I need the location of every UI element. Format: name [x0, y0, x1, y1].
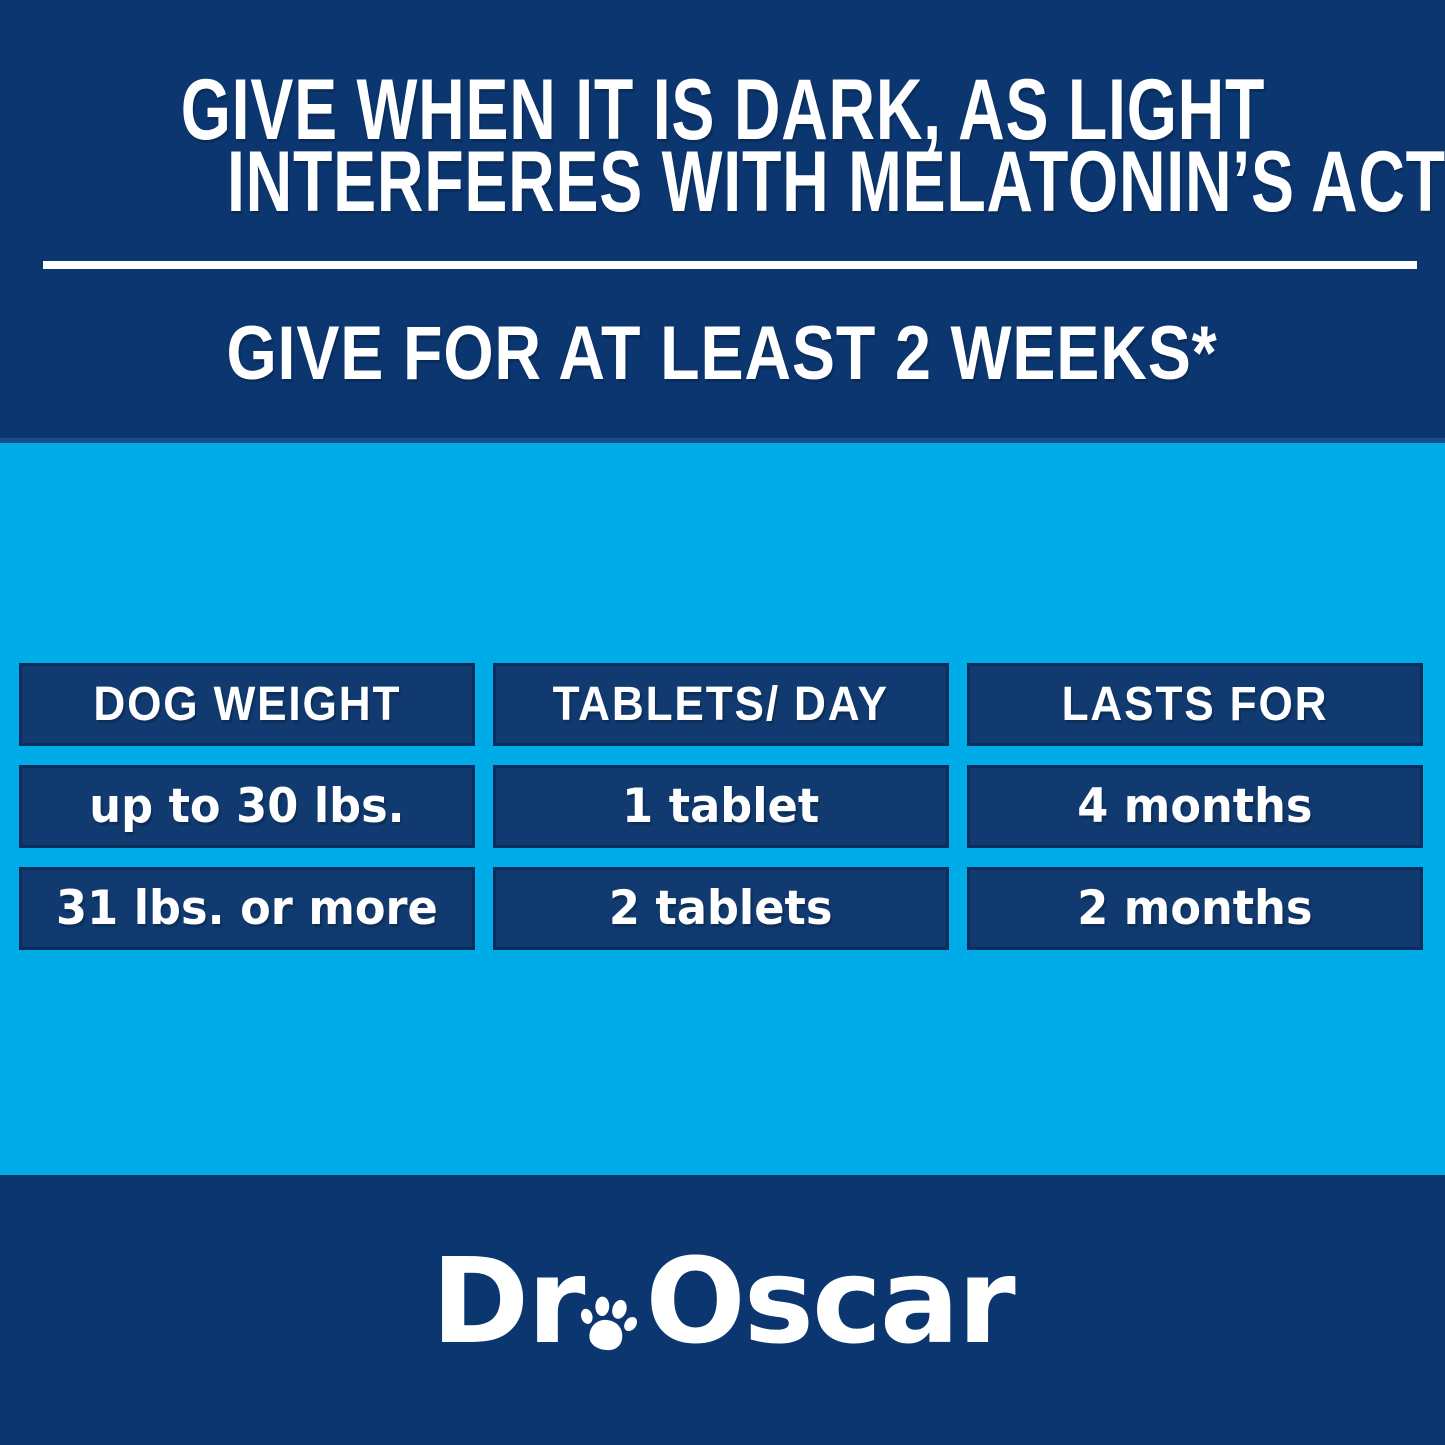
brand-suffix: Oscar [645, 1232, 1015, 1370]
table-cell-weight-row2: 31 lbs. or more [19, 867, 475, 950]
column-header-dog-weight: DOG WEIGHT [19, 663, 475, 746]
paw-icon [581, 1296, 638, 1351]
brand-logo: Dr Oscar [431, 1232, 1015, 1370]
table-cell-tablets-row2: 2 tablets [493, 867, 949, 950]
bottom-banner: Dr Oscar [0, 1175, 1445, 1445]
main-heading-line2: INTERFERES WITH MELATONIN’S ACTION* [226, 134, 1445, 230]
table-cell-weight-row1: up to 30 lbs. [19, 765, 475, 848]
column-header-tablets-per-day: TABLETS/ DAY [493, 663, 949, 746]
brand-prefix: Dr [431, 1232, 585, 1370]
table-cell-lasts-row2: 2 months [967, 867, 1423, 950]
main-heading: GIVE WHEN IT IS DARK, AS LIGHT INTERFERE… [0, 62, 1445, 230]
horizontal-divider [43, 261, 1417, 269]
dosage-table: DOG WEIGHT TABLETS/ DAY LASTS FOR up to … [19, 663, 1423, 950]
column-header-lasts-for: LASTS FOR [967, 663, 1423, 746]
top-banner: GIVE WHEN IT IS DARK, AS LIGHT INTERFERE… [0, 0, 1445, 443]
table-cell-lasts-row1: 4 months [967, 765, 1423, 848]
main-heading-line1: GIVE WHEN IT IS DARK, AS LIGHT [180, 62, 1266, 158]
table-cell-tablets-row1: 1 tablet [493, 765, 949, 848]
sub-heading: GIVE FOR AT LEAST 2 WEEKS* [226, 311, 1219, 396]
